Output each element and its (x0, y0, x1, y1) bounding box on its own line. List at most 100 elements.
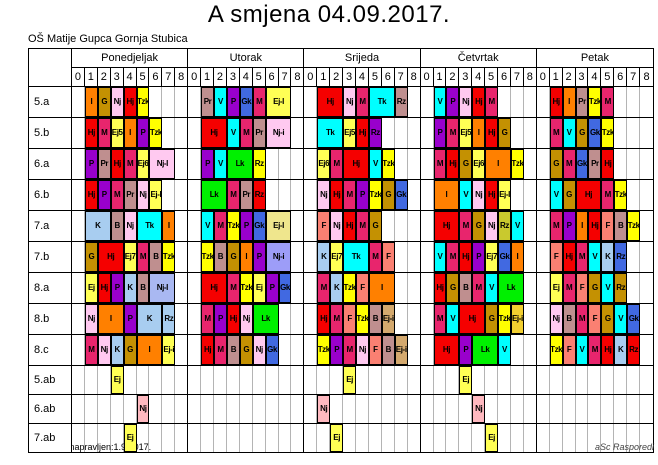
lesson-cell[interactable]: Pr (252, 118, 266, 148)
lesson-cell[interactable]: P (97, 180, 111, 210)
lesson-cell[interactable]: M (562, 273, 576, 303)
lesson-cell[interactable]: M (588, 335, 602, 365)
lesson-cell[interactable]: Tzk (343, 273, 357, 303)
lesson-cell[interactable]: Nj (317, 395, 331, 423)
lesson-cell[interactable]: M (201, 304, 215, 334)
lesson-cell[interactable]: G (226, 242, 240, 272)
lesson-cell[interactable]: K (123, 273, 137, 303)
lesson-cell[interactable]: Gk (498, 242, 511, 272)
lesson-cell[interactable]: Hj (201, 118, 227, 148)
lesson-cell[interactable]: M (84, 335, 98, 365)
lesson-cell[interactable]: V (601, 273, 615, 303)
lesson-cell[interactable]: V (498, 335, 511, 365)
lesson-cell[interactable]: Gk (265, 335, 279, 365)
lesson-cell[interactable]: G (601, 304, 615, 334)
lesson-cell[interactable]: Ej (549, 273, 563, 303)
lesson-cell[interactable]: G (485, 304, 499, 334)
lesson-cell[interactable]: Nj (136, 180, 150, 210)
lesson-cell[interactable]: Tzk (149, 118, 163, 148)
lesson-cell[interactable]: Lk (472, 335, 499, 365)
lesson-cell[interactable]: P (84, 149, 98, 179)
lesson-cell[interactable]: Hj (472, 87, 486, 117)
lesson-cell[interactable]: M (110, 180, 124, 210)
lesson-cell[interactable]: V (214, 149, 227, 179)
lesson-cell[interactable]: Gk (239, 87, 253, 117)
lesson-cell[interactable]: Tzk (136, 87, 150, 117)
lesson-cell[interactable]: M (575, 304, 589, 334)
lesson-cell[interactable]: B (214, 242, 227, 272)
lesson-cell[interactable]: I (575, 211, 589, 241)
lesson-cell[interactable]: P (265, 273, 279, 303)
lesson-cell[interactable]: B (381, 335, 395, 365)
lesson-cell[interactable]: V (433, 242, 447, 272)
lesson-cell[interactable]: Tzk (317, 335, 331, 365)
lesson-cell[interactable]: Lk (498, 273, 524, 303)
lesson-cell[interactable]: F (549, 242, 563, 272)
lesson-cell[interactable]: Rz (252, 149, 266, 179)
lesson-cell[interactable]: M (343, 335, 357, 365)
lesson-cell[interactable]: G (498, 118, 511, 148)
lesson-cell[interactable]: Nj (123, 211, 137, 241)
lesson-cell[interactable]: Tk (317, 118, 344, 148)
lesson-cell[interactable]: P (214, 304, 227, 334)
lesson-cell[interactable]: Tzk (239, 273, 253, 303)
lesson-cell[interactable]: K (601, 242, 615, 272)
lesson-cell[interactable]: M (485, 87, 499, 117)
lesson-cell[interactable]: Ej5 (459, 118, 473, 148)
lesson-cell[interactable]: I (562, 87, 576, 117)
lesson-cell[interactable]: G (562, 180, 576, 210)
lesson-cell[interactable]: M (368, 242, 382, 272)
lesson-cell[interactable]: Gk (588, 118, 602, 148)
lesson-cell[interactable]: M (226, 180, 240, 210)
lesson-cell[interactable]: Rz (627, 335, 641, 365)
lesson-cell[interactable]: Gk (394, 180, 408, 210)
lesson-cell[interactable]: Ej7 (123, 242, 137, 272)
lesson-cell[interactable]: Pr (575, 87, 589, 117)
lesson-cell[interactable]: M (226, 273, 240, 303)
lesson-cell[interactable]: F (343, 304, 357, 334)
lesson-cell[interactable]: M (601, 87, 615, 117)
lesson-cell[interactable]: M (123, 149, 137, 179)
lesson-cell[interactable]: Hj (84, 180, 98, 210)
lesson-cell[interactable]: Hj (343, 149, 369, 179)
lesson-cell[interactable]: G (368, 211, 382, 241)
lesson-cell[interactable]: Ej-I (149, 180, 163, 210)
lesson-cell[interactable]: P (201, 149, 215, 179)
lesson-cell[interactable]: F (575, 273, 589, 303)
lesson-cell[interactable]: P (110, 273, 124, 303)
lesson-cell[interactable]: F (601, 211, 615, 241)
lesson-cell[interactable]: M (549, 118, 563, 148)
lesson-cell[interactable]: Hj (485, 118, 499, 148)
lesson-cell[interactable]: Hj (433, 211, 460, 241)
lesson-cell[interactable]: P (226, 87, 240, 117)
lesson-cell[interactable]: M (356, 211, 369, 241)
lesson-cell[interactable]: Hj (110, 149, 124, 179)
lesson-cell[interactable]: Ej (123, 424, 137, 452)
lesson-cell[interactable]: Hj (201, 335, 215, 365)
lesson-cell[interactable]: V (459, 180, 473, 210)
lesson-cell[interactable]: M (214, 211, 227, 241)
lesson-cell[interactable]: Tzk (498, 304, 511, 334)
lesson-cell[interactable]: G (123, 335, 137, 365)
lesson-cell[interactable]: Hj (575, 180, 602, 210)
lesson-cell[interactable]: Nj (136, 395, 150, 423)
lesson-cell[interactable]: Hj (601, 149, 615, 179)
lesson-cell[interactable]: Tzk (226, 211, 240, 241)
lesson-cell[interactable]: Ej-i (381, 304, 395, 334)
lesson-cell[interactable]: M (97, 118, 111, 148)
lesson-cell[interactable]: V (214, 87, 227, 117)
lesson-cell[interactable]: Hj (601, 335, 615, 365)
lesson-cell[interactable]: I (510, 242, 524, 272)
lesson-cell[interactable]: Nj (459, 87, 473, 117)
lesson-cell[interactable]: F (562, 335, 576, 365)
lesson-cell[interactable]: Hj (330, 180, 344, 210)
lesson-cell[interactable]: Tzk (201, 242, 215, 272)
lesson-cell[interactable]: M (472, 273, 486, 303)
lesson-cell[interactable]: Rz (614, 242, 628, 272)
lesson-cell[interactable]: Tk (368, 87, 395, 117)
lesson-cell[interactable]: Rz (252, 180, 266, 210)
lesson-cell[interactable]: Gk (278, 273, 292, 303)
lesson-cell[interactable]: Lk (252, 304, 279, 334)
lesson-cell[interactable]: Tzk (588, 87, 602, 117)
lesson-cell[interactable]: M (575, 242, 589, 272)
